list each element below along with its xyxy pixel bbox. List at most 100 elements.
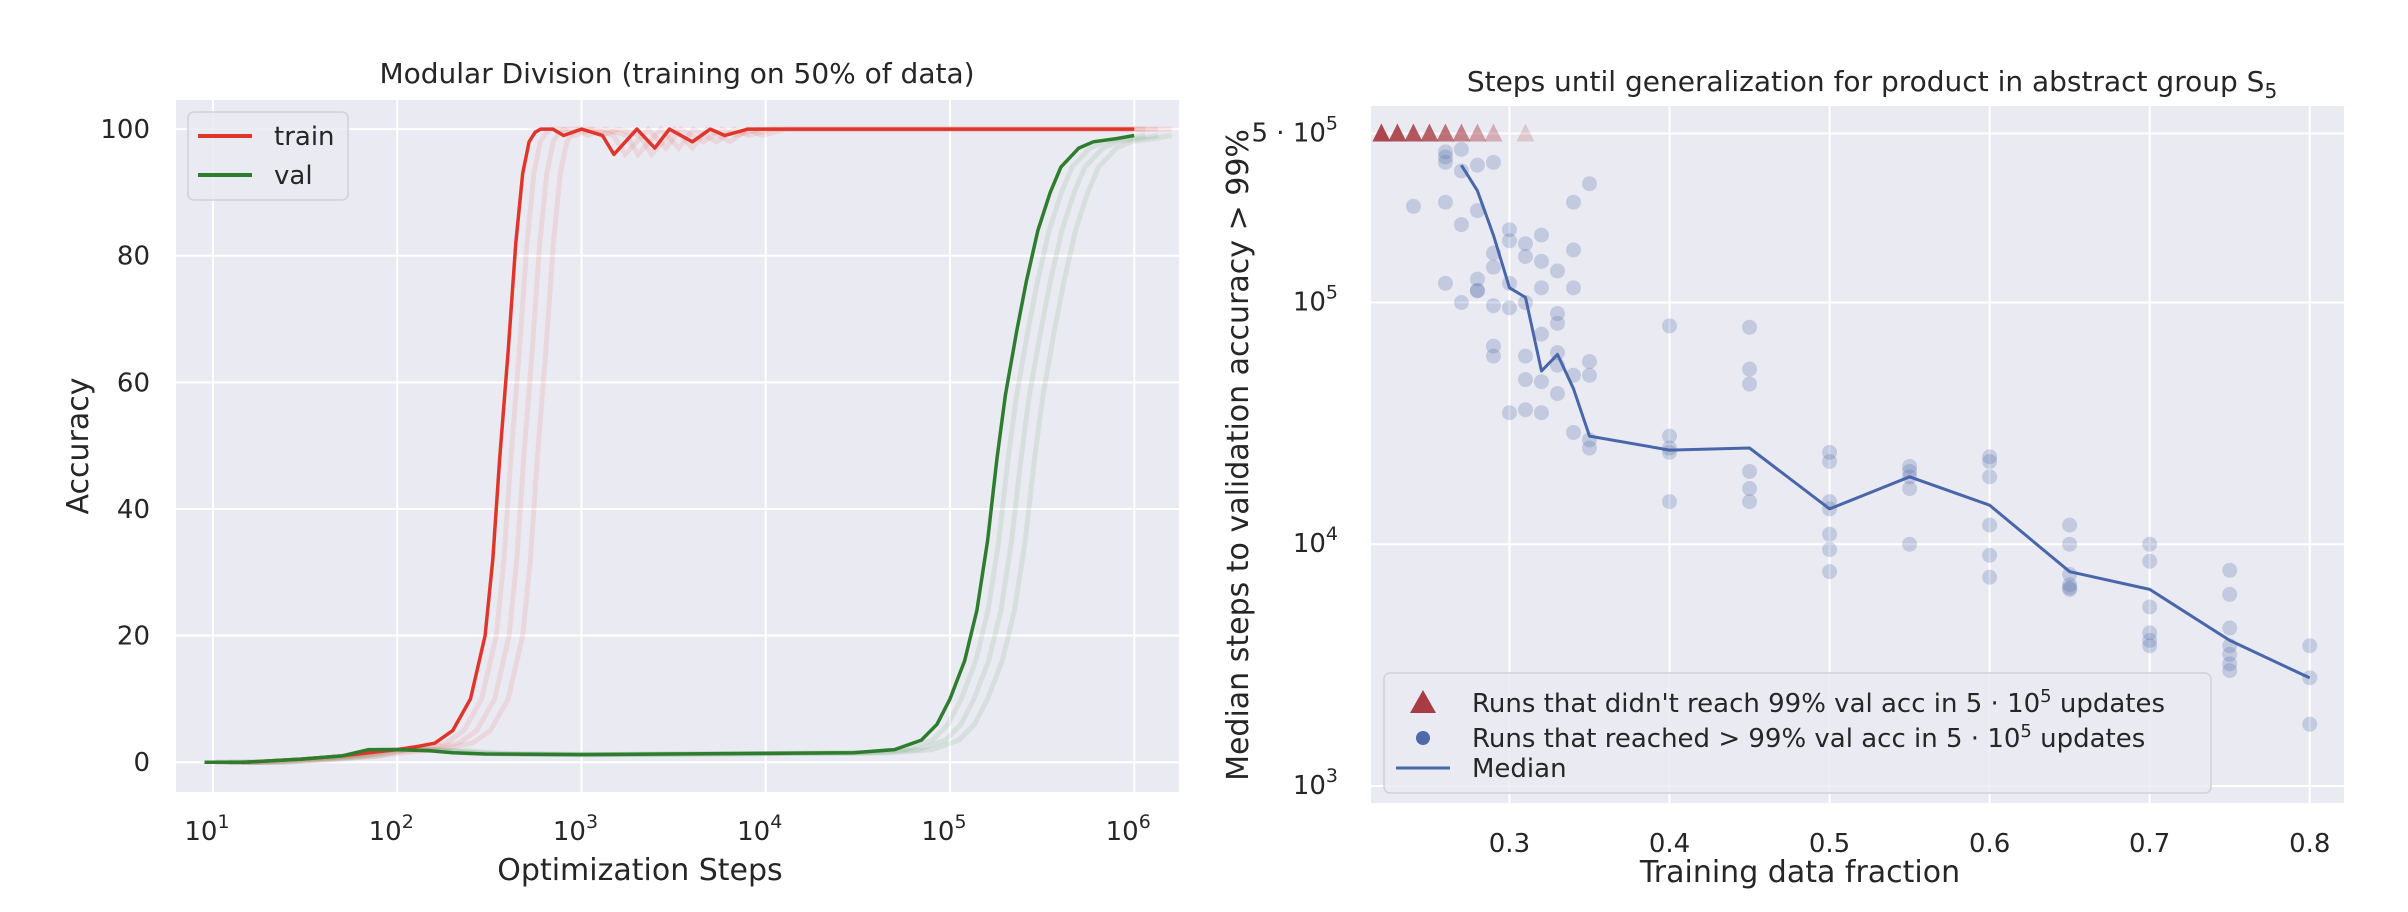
run-point [1517, 348, 1533, 364]
run-point [1517, 236, 1533, 252]
run-point [2142, 632, 2158, 648]
run-point [2142, 638, 2158, 654]
run-point [2062, 580, 2078, 596]
run-point [1822, 526, 1838, 542]
run-point [2222, 586, 2238, 602]
chart-steps-until-generalization: 0.3 0.4 0.5 0.6 0.7 0.8 103 104 105 5 · 105 Step… [1221, 65, 2344, 890]
x-axis-label-left: Optimization Steps [497, 853, 782, 888]
legend-triangle-marker [1410, 690, 1436, 713]
run-point [2142, 553, 2158, 569]
run-point [1501, 300, 1517, 316]
run-point [1662, 428, 1678, 444]
y-tick-label: 60 [117, 368, 150, 398]
run-point [1822, 444, 1838, 460]
run-point [2062, 577, 2078, 593]
y-tick-label: 100 [100, 115, 150, 145]
run-point [1581, 176, 1597, 192]
failed-run-triangle [1388, 123, 1407, 142]
run-point [1902, 481, 1918, 497]
run-point [1549, 306, 1565, 322]
y-tick-label: 5 · 105 [1251, 113, 1338, 149]
run-point [2142, 625, 2158, 641]
run-point [1902, 536, 1918, 552]
legend-median-label: Median [1472, 754, 1567, 784]
failed-run-triangle [1404, 123, 1423, 142]
run-point [1453, 217, 1469, 233]
run-point [2222, 562, 2238, 578]
x-tick-label: 103 [553, 811, 598, 847]
run-point [1662, 318, 1678, 334]
run-point [1565, 242, 1581, 258]
x-tick-labels-left: 101 102 103 104 105 106 [184, 811, 1150, 847]
run-point [1662, 440, 1678, 456]
series-left [204, 127, 1135, 764]
run-point [1533, 374, 1549, 390]
failed-run-triangle [1436, 123, 1455, 142]
run-point [1902, 458, 1918, 474]
x-tick-label: 104 [737, 811, 782, 847]
run-point [1517, 248, 1533, 264]
run-point [1742, 463, 1758, 479]
legend-val-label: val [274, 161, 313, 191]
x-tick-label: 106 [1106, 811, 1151, 847]
run-point [1501, 405, 1517, 421]
run-point [1822, 564, 1838, 580]
run-point [1437, 144, 1453, 160]
x-tick-label: 0.6 [1969, 829, 2010, 859]
run-point [1982, 517, 1998, 533]
run-point [1982, 569, 1998, 585]
run-point [2222, 646, 2238, 662]
x-tick-label: 101 [184, 811, 229, 847]
run-point [1469, 283, 1485, 299]
run-point [2062, 517, 2078, 533]
run-point [1501, 222, 1517, 238]
x-tick-label: 0.5 [1809, 829, 1850, 859]
legend-reached-post: updates [2032, 724, 2145, 754]
x-tick-label: 105 [921, 811, 966, 847]
run-point [1533, 326, 1549, 342]
legend-reached-text: Runs that reached > 99% val acc in 5 · 1… [1472, 724, 2020, 754]
run-point [1742, 481, 1758, 497]
run-point [1469, 203, 1485, 219]
legend-reached-label: Runs that reached > 99% val acc in 5 · 1… [1472, 721, 2145, 754]
run-point [1517, 402, 1533, 418]
run-point [2302, 670, 2318, 686]
legend-left: train val [187, 111, 349, 201]
run-point [1469, 157, 1485, 173]
run-point [2222, 656, 2238, 672]
run-point [2222, 663, 2238, 679]
run-point [1533, 405, 1549, 421]
chart-title-right: Steps until generalization for product i… [1467, 65, 2277, 103]
failed-run-triangle [1420, 123, 1439, 142]
run-point [1742, 319, 1758, 335]
x-tick-label: 0.8 [2289, 829, 2330, 859]
run-point [1501, 233, 1517, 249]
run-point [2142, 536, 2158, 552]
x-tick-label: 0.7 [2129, 829, 2170, 859]
x-tick-labels-right: 0.3 0.4 0.5 0.6 0.7 0.8 [1489, 829, 2331, 859]
run-point [2142, 599, 2158, 615]
run-point [1437, 154, 1453, 170]
run-point [1485, 338, 1501, 354]
run-point [1549, 386, 1565, 402]
run-point [1822, 542, 1838, 558]
run-point [1549, 263, 1565, 279]
run-point [1822, 453, 1838, 469]
x-tick-label: 102 [369, 811, 414, 847]
y-tick-labels-right: 103 104 105 5 · 105 [1251, 113, 1338, 801]
run-point [2062, 581, 2078, 597]
y-tick-label: 105 [1293, 281, 1338, 317]
run-point [1982, 453, 1998, 469]
run-point [1581, 354, 1597, 370]
run-point [1517, 372, 1533, 388]
y-tick-label: 20 [117, 622, 150, 652]
legend-reached-exp: 5 [2020, 721, 2031, 742]
run-point [1485, 348, 1501, 364]
run-point [1581, 440, 1597, 456]
run-point [1662, 444, 1678, 460]
run-point [1469, 271, 1485, 287]
failed-run-triangle [1516, 123, 1535, 142]
legend-right: Runs that didn't reach 99% val acc in 5 … [1383, 672, 2212, 794]
run-point [1982, 449, 1998, 465]
